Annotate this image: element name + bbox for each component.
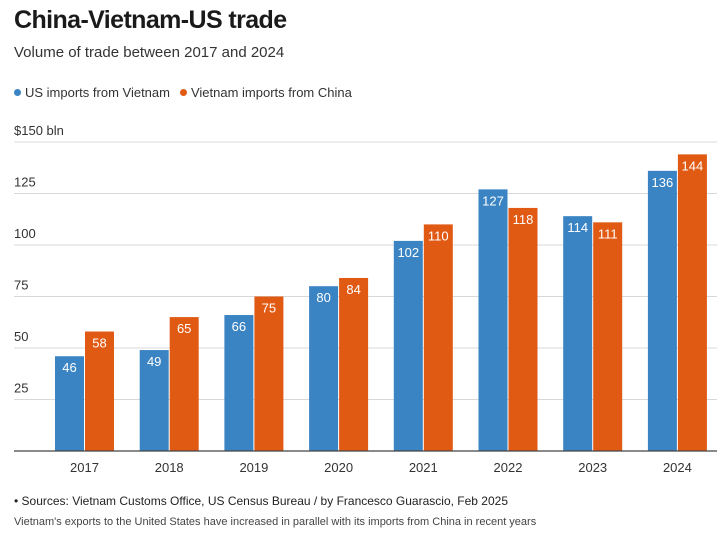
y-tick-label: $150 bln: [14, 123, 64, 138]
bar-value-label: 136: [652, 175, 674, 190]
bar: [423, 224, 453, 451]
bar: [563, 216, 593, 451]
y-tick-label: 75: [14, 278, 28, 293]
bar-value-label: 110: [428, 228, 449, 243]
bar-value-label: 65: [177, 321, 191, 336]
legend: US imports from Vietnam Vietnam imports …: [14, 85, 352, 100]
bar: [85, 331, 114, 451]
bar: [677, 154, 707, 452]
chart-caption: Vietnam's exports to the United States h…: [14, 516, 537, 528]
bar: [647, 170, 677, 451]
y-tick-label: 100: [14, 226, 36, 241]
x-tick-label: 2017: [70, 460, 99, 475]
bar: [309, 286, 339, 451]
bar-value-label: 111: [598, 226, 618, 241]
bar-value-label: 102: [397, 245, 419, 260]
bar-value-label: 58: [92, 336, 106, 351]
bar-value-label: 49: [147, 354, 161, 369]
bar-value-label: 84: [346, 282, 360, 297]
bar: [224, 315, 254, 451]
bar-value-label: 118: [513, 212, 534, 227]
bar-value-label: 127: [482, 193, 504, 208]
x-tick-label: 2023: [578, 460, 607, 475]
legend-label-us-imports: US imports from Vietnam: [25, 85, 170, 100]
legend-item-us-imports: US imports from Vietnam: [14, 85, 170, 100]
bar: [393, 240, 423, 451]
bar: [169, 317, 199, 451]
bar: [478, 189, 508, 451]
legend-swatch-us-imports: [14, 89, 21, 96]
bar: [139, 350, 169, 451]
bar: [339, 277, 369, 451]
bar: [55, 356, 84, 451]
legend-item-vietnam-imports: Vietnam imports from China: [179, 85, 352, 100]
x-tick-label: 2018: [155, 460, 184, 475]
chart-subtitle: Volume of trade between 2017 and 2024: [14, 44, 285, 61]
legend-swatch-vietnam-imports: [179, 89, 187, 96]
legend-label-vietnam-imports: Vietnam imports from China: [190, 85, 352, 100]
x-tick-label: 2022: [494, 460, 523, 475]
bar-value-label: 114: [567, 220, 588, 235]
bar-value-label: 144: [682, 158, 704, 173]
y-tick-label: 125: [14, 175, 36, 190]
bar-value-label: 75: [262, 301, 276, 316]
bar-value-label: 46: [62, 360, 76, 375]
bar-value-label: 80: [316, 290, 330, 305]
chart-title: China-Vietnam-US trade: [14, 6, 287, 34]
bar: [593, 222, 623, 451]
y-tick-label: 25: [14, 381, 28, 396]
bar: [254, 296, 284, 451]
bar: [508, 207, 538, 451]
x-tick-label: 2020: [324, 460, 353, 475]
x-tick-label: 2021: [409, 460, 438, 475]
y-tick-label: 50: [14, 329, 28, 344]
source-note: • Sources: Vietnam Customs Office, US Ce…: [14, 494, 508, 508]
bar-value-label: 66: [232, 319, 246, 334]
x-tick-label: 2019: [239, 460, 268, 475]
x-tick-label: 2024: [663, 460, 692, 475]
